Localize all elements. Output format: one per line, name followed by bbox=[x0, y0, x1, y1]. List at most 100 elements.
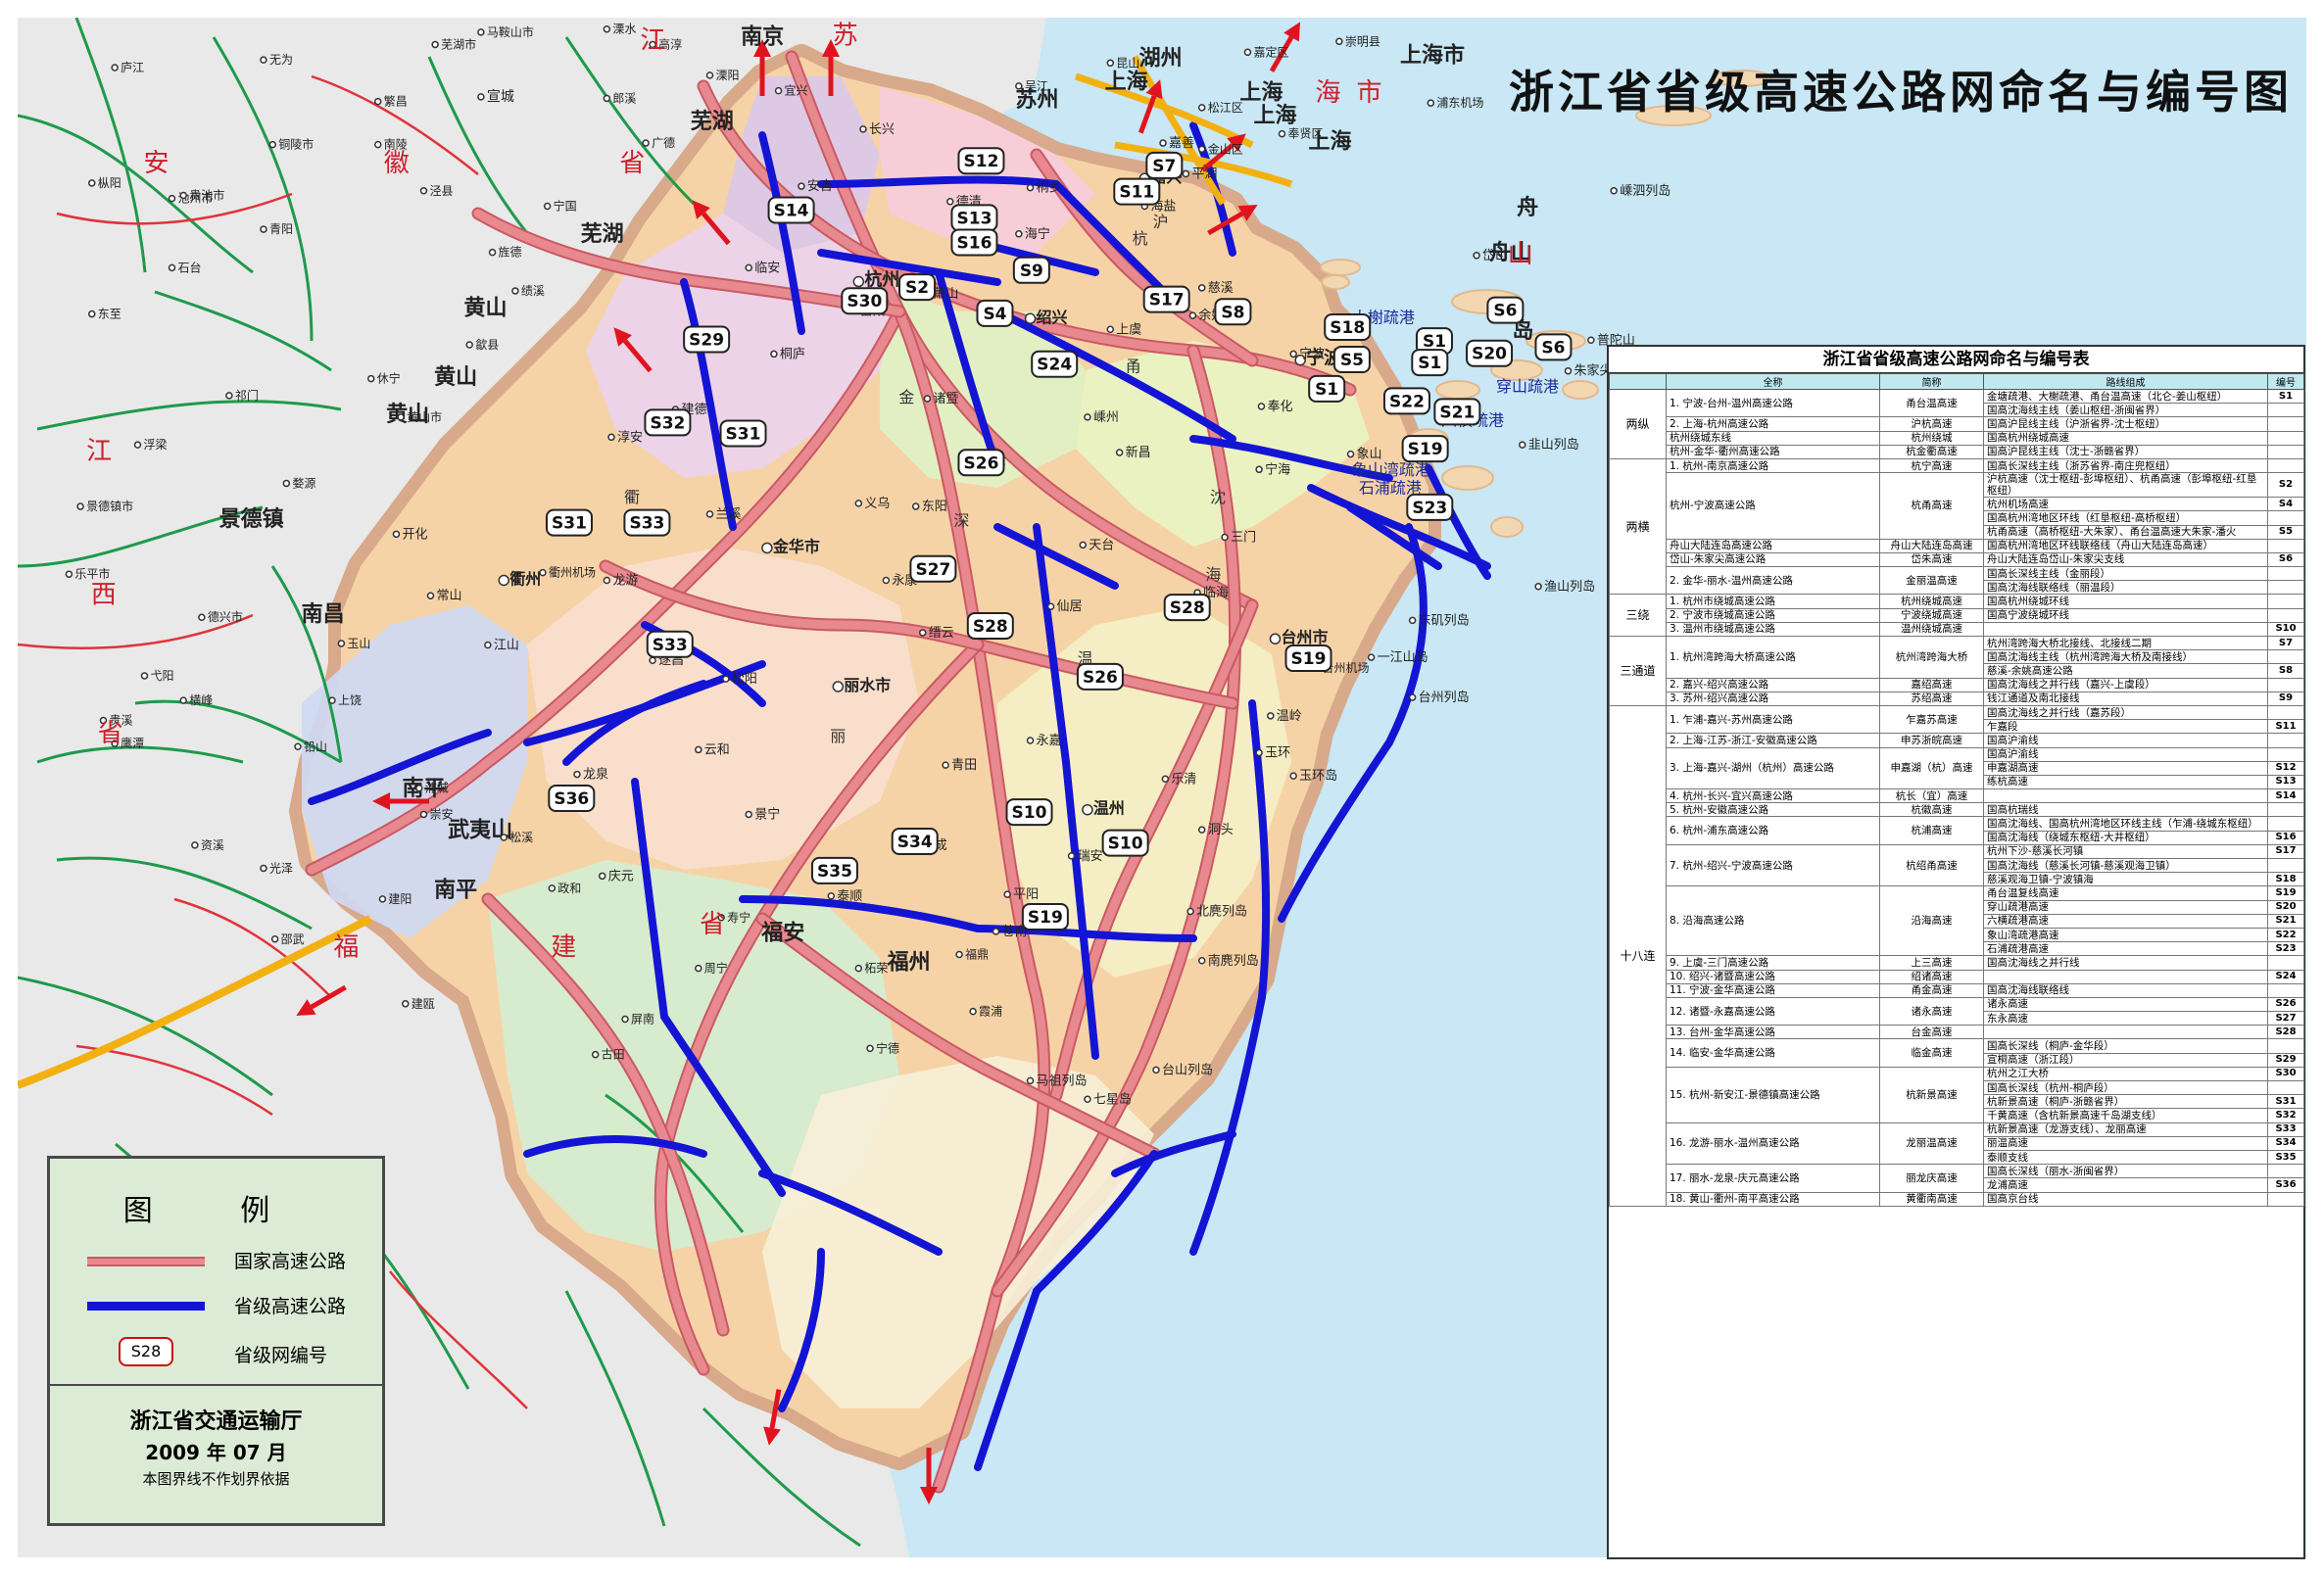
place-label: 南陵 bbox=[384, 137, 408, 152]
provincial-highway-15 bbox=[631, 778, 668, 1021]
provincial-highway-17 bbox=[739, 895, 982, 932]
route-shield-S22: S22 bbox=[1382, 387, 1430, 415]
place-dot-56 bbox=[705, 510, 714, 518]
table-body: 两纵 1. 宁波-台州-温州高速公路 甬台温高速 金塘疏港、大榭疏港、甬台温高速（北仑… bbox=[1609, 388, 2304, 1207]
table-header-full: 全称 bbox=[1666, 373, 1880, 390]
place-dot-147 bbox=[854, 964, 863, 973]
highway-outside-17 bbox=[605, 1093, 745, 1233]
table-route-cell: 甬台温复线高速 bbox=[1983, 885, 2268, 901]
route-shield-S5: S5 bbox=[1332, 345, 1371, 373]
route-shield-S1: S1 bbox=[1415, 327, 1453, 356]
table-route-cell: 六横疏港高速 bbox=[1983, 913, 2268, 929]
place-dot-95 bbox=[946, 198, 954, 206]
route-shield-box bbox=[957, 147, 1005, 175]
table-full-name-cell: 1. 宁波-台州-温州高速公路 bbox=[1666, 388, 1880, 418]
region-label: 苏 bbox=[833, 22, 858, 51]
table-route-cell: 宣桐高速（浙江段） bbox=[1983, 1052, 2268, 1068]
place-dot-41 bbox=[168, 194, 176, 203]
place-dot-42 bbox=[397, 413, 405, 421]
table-row: 东永高速 S27 bbox=[1610, 1011, 2304, 1026]
table-code-cell: S28 bbox=[2267, 1025, 2304, 1040]
route-shield-label: S10 bbox=[1108, 835, 1143, 854]
place-label: 铜陵市 bbox=[278, 137, 314, 152]
place-label: 光泽 bbox=[269, 861, 293, 875]
table-route-cell: 杭州之江大桥 bbox=[1983, 1066, 2268, 1082]
table-row: 十八连 1. 乍浦-嘉兴-苏州高速公路 乍嘉苏高速 国高沈海线之并行线（嘉苏段） bbox=[1609, 704, 2304, 1207]
national-highway-6 bbox=[1051, 600, 1257, 1100]
place-dot-40 bbox=[268, 140, 277, 149]
provincial-highway-6 bbox=[1189, 435, 1393, 482]
highway-outside-7 bbox=[18, 976, 273, 1097]
table-row: 4. 杭州-长兴-宜兴高速公路 杭长（宜）高速 S14 bbox=[1610, 788, 2304, 804]
place-dot-153 bbox=[378, 895, 387, 903]
place-dot-52 bbox=[392, 530, 401, 539]
table-short-name-cell: 岱朱高速 bbox=[1879, 551, 1984, 568]
place-dot-98 bbox=[745, 263, 752, 272]
table-route-cell: 诸永高速 bbox=[1983, 996, 2268, 1013]
provincial-highway-19 bbox=[1033, 523, 1070, 766]
place-label: 歙县 bbox=[475, 337, 499, 352]
table-route-cell: 慈溪观海卫镇-宁波镇海 bbox=[1983, 872, 2268, 887]
table-full-name-cell: 9. 上虞-三门高速公路 bbox=[1666, 955, 1880, 971]
naming-table-grid: 全称 简称 路线组成 编号 两纵 1. 宁波-台州-温州高速公路 甬台温高速 金塘疏港… bbox=[1609, 373, 2304, 1207]
place-label: 浮梁 bbox=[143, 437, 167, 452]
place-dot-106 bbox=[1186, 907, 1194, 916]
place-dot-141 bbox=[415, 784, 423, 792]
route-shield-box bbox=[1324, 312, 1372, 341]
place-dot-43 bbox=[76, 502, 84, 510]
route-shield-box bbox=[909, 554, 957, 583]
place-label: 新昌 bbox=[1126, 445, 1151, 460]
table-code-cell bbox=[2267, 982, 2304, 998]
place-dot-156 bbox=[191, 841, 199, 849]
table-route-cell: 千黄高速（含杭新景高速千岛湖支线） bbox=[1983, 1108, 2268, 1123]
route-shield-label: S1 bbox=[1418, 354, 1441, 373]
national-highway-9 bbox=[483, 894, 728, 1335]
table-group-cell: 三绕 bbox=[1609, 594, 1667, 637]
place-label: 乐平市 bbox=[74, 566, 110, 581]
place-label: 台山列岛 bbox=[1162, 1062, 1213, 1077]
table-short-name-cell: 丽龙庆高速 bbox=[1879, 1164, 1984, 1193]
route-shield-label: S30 bbox=[847, 292, 882, 311]
place-dot-61 bbox=[1046, 602, 1055, 610]
place-dot-148 bbox=[969, 1007, 977, 1016]
table-short-name-cell: 杭金衢高速 bbox=[1879, 444, 1984, 459]
table-code-cell: S36 bbox=[2267, 1177, 2304, 1193]
place-label: 庐江 bbox=[121, 60, 144, 74]
route-shield-box bbox=[1021, 903, 1069, 931]
place-label: 松江区 bbox=[1208, 101, 1243, 115]
highway-outside-4 bbox=[18, 505, 264, 568]
table-short-name-cell: 嘉绍高速 bbox=[1879, 677, 1984, 692]
table-code-cell: S34 bbox=[2267, 1135, 2304, 1151]
place-label: 上海 bbox=[1239, 79, 1283, 105]
national-highway-3 bbox=[895, 307, 1049, 1492]
table-code-cell bbox=[2267, 816, 2304, 832]
legend-number-label: 省级网编号 bbox=[234, 1345, 328, 1366]
route-shield-label: S23 bbox=[1412, 499, 1447, 518]
table-row: 慈溪观海卫镇-宁波镇海 S18 bbox=[1610, 872, 2304, 887]
highway-outside-16 bbox=[36, 745, 244, 764]
place-dot-168 bbox=[111, 64, 119, 72]
place-label: 旌德 bbox=[499, 245, 522, 260]
road-outside-3 bbox=[389, 1270, 528, 1409]
table-short-name-cell: 绍诸高速 bbox=[1879, 969, 1984, 984]
table-code-cell bbox=[2267, 1079, 2304, 1096]
route-shield-S19: S19 bbox=[1021, 903, 1069, 931]
table-route-cell: 练杭高速 bbox=[1983, 774, 2268, 790]
place-dot-117 bbox=[198, 613, 206, 621]
table-full-name-cell: 14. 临安-金华高速公路 bbox=[1666, 1038, 1880, 1068]
place-label: 弋阳 bbox=[150, 669, 173, 683]
route-shield-S19: S19 bbox=[1284, 644, 1332, 672]
place-dot-110 bbox=[1084, 1095, 1091, 1104]
table-full-name-cell: 1. 杭州-南京高速公路 bbox=[1666, 457, 1880, 474]
provincial-highway-27 bbox=[778, 1248, 825, 1412]
table-code-cell: S7 bbox=[2267, 635, 2304, 651]
route-shield-box bbox=[1005, 798, 1053, 827]
place-label: 台州机场 bbox=[1323, 660, 1370, 675]
route-shield-box bbox=[841, 287, 889, 315]
table-route-cell: 钱江通道及南北接线 bbox=[1983, 691, 2268, 706]
place-dot-87 bbox=[1257, 403, 1266, 410]
place-label: 建阳 bbox=[388, 892, 412, 906]
place-dot-102 bbox=[1564, 366, 1573, 375]
table-full-name-cell: 4. 杭州-长兴-宜兴高速公路 bbox=[1666, 788, 1880, 804]
